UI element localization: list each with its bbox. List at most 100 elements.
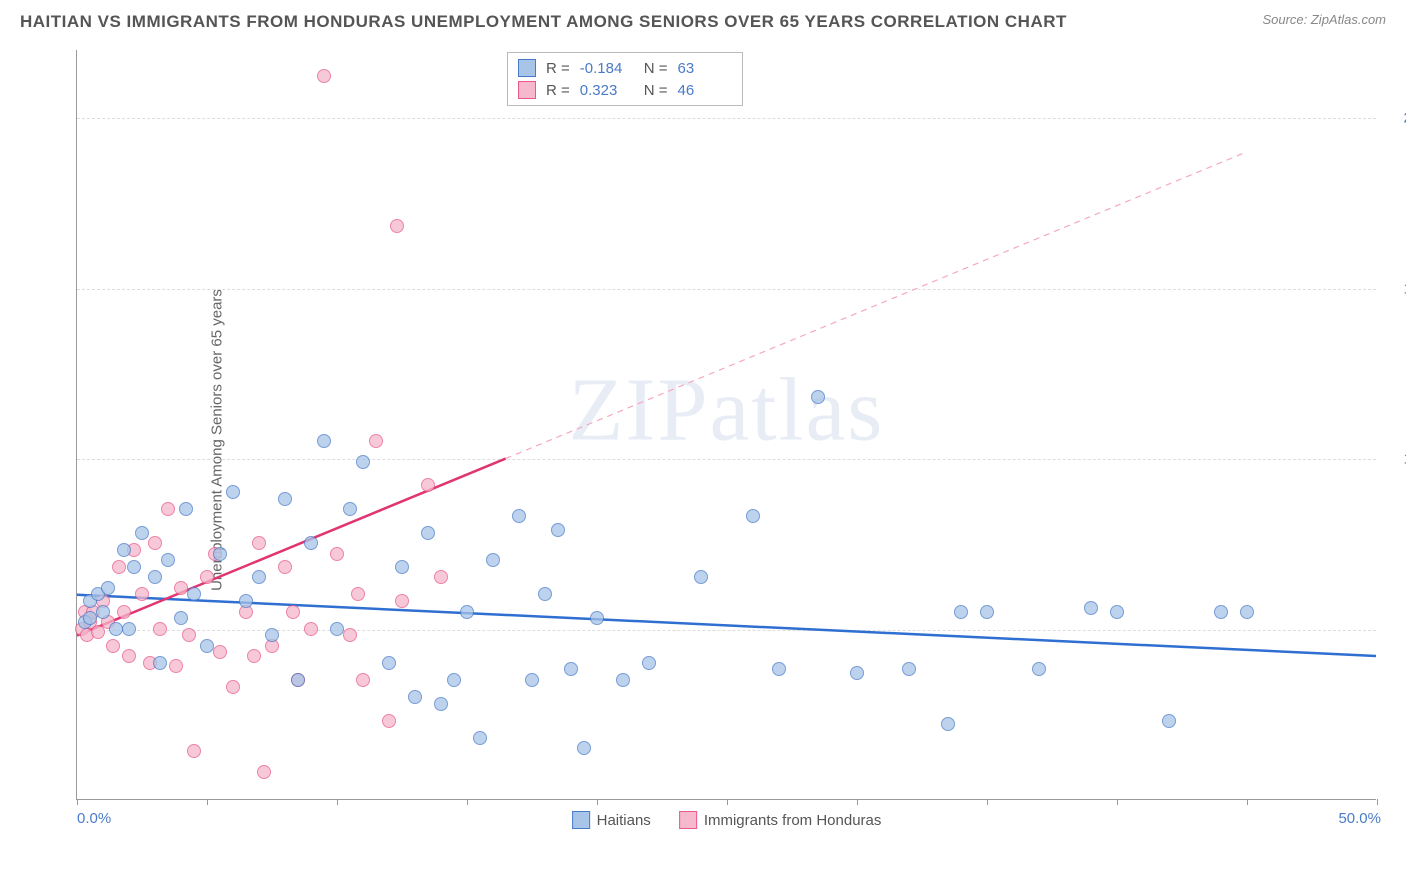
scatter-point-haitians <box>265 628 279 642</box>
x-tick <box>1377 799 1378 805</box>
scatter-point-haitians <box>148 570 162 584</box>
x-tick <box>1247 799 1248 805</box>
gridline <box>77 289 1376 290</box>
scatter-point-haitians <box>317 434 331 448</box>
scatter-point-haitians <box>252 570 266 584</box>
x-tick-50: 50.0% <box>1338 810 1381 827</box>
scatter-point-haitians <box>109 622 123 636</box>
scatter-point-haitians <box>1084 601 1098 615</box>
scatter-point-honduras <box>421 478 435 492</box>
scatter-point-honduras <box>174 581 188 595</box>
scatter-point-honduras <box>247 649 261 663</box>
scatter-point-haitians <box>343 502 357 516</box>
scatter-point-haitians <box>447 673 461 687</box>
scatter-point-haitians <box>564 662 578 676</box>
stats-box: R = -0.184 N = 63 R = 0.323 N = 46 <box>507 52 743 106</box>
legend-swatch-haitians <box>572 811 590 829</box>
scatter-point-honduras <box>351 587 365 601</box>
scatter-point-honduras <box>122 649 136 663</box>
scatter-point-haitians <box>850 666 864 680</box>
scatter-point-haitians <box>1032 662 1046 676</box>
scatter-point-haitians <box>200 639 214 653</box>
scatter-point-honduras <box>304 622 318 636</box>
scatter-point-honduras <box>213 645 227 659</box>
scatter-point-haitians <box>1240 605 1254 619</box>
scatter-point-honduras <box>369 434 383 448</box>
scatter-point-haitians <box>1162 714 1176 728</box>
legend-label-haitians: Haitians <box>597 812 651 829</box>
scatter-point-haitians <box>642 656 656 670</box>
scatter-point-honduras <box>382 714 396 728</box>
x-tick <box>727 799 728 805</box>
scatter-point-honduras <box>200 570 214 584</box>
scatter-point-haitians <box>434 697 448 711</box>
scatter-point-honduras <box>153 622 167 636</box>
scatter-point-haitians <box>161 553 175 567</box>
source-label: Source: ZipAtlas.com <box>1262 12 1386 27</box>
scatter-point-honduras <box>106 639 120 653</box>
scatter-point-haitians <box>356 455 370 469</box>
scatter-point-honduras <box>252 536 266 550</box>
scatter-point-haitians <box>902 662 916 676</box>
scatter-point-haitians <box>551 523 565 537</box>
scatter-point-haitians <box>746 509 760 523</box>
legend-item-haitians: Haitians <box>572 811 651 829</box>
x-tick <box>987 799 988 805</box>
scatter-point-haitians <box>772 662 786 676</box>
scatter-point-honduras <box>182 628 196 642</box>
scatter-point-haitians <box>1214 605 1228 619</box>
legend: Haitians Immigrants from Honduras <box>572 811 882 829</box>
scatter-point-haitians <box>460 605 474 619</box>
r-value-haitians: -0.184 <box>580 60 634 77</box>
plot-region: ZIPatlas R = -0.184 N = 63 R = 0.323 N =… <box>76 50 1376 800</box>
scatter-point-honduras <box>286 605 300 619</box>
scatter-point-haitians <box>117 543 131 557</box>
scatter-point-haitians <box>577 741 591 755</box>
scatter-point-haitians <box>694 570 708 584</box>
scatter-point-haitians <box>239 594 253 608</box>
n-value-honduras: 46 <box>678 82 732 99</box>
scatter-point-haitians <box>101 581 115 595</box>
scatter-point-haitians <box>135 526 149 540</box>
scatter-point-haitians <box>616 673 630 687</box>
scatter-point-haitians <box>473 731 487 745</box>
scatter-point-honduras <box>434 570 448 584</box>
scatter-point-haitians <box>525 673 539 687</box>
legend-item-honduras: Immigrants from Honduras <box>679 811 882 829</box>
scatter-point-honduras <box>187 744 201 758</box>
scatter-point-honduras <box>330 547 344 561</box>
scatter-point-haitians <box>421 526 435 540</box>
scatter-point-honduras <box>226 680 240 694</box>
x-tick <box>467 799 468 805</box>
n-value-haitians: 63 <box>678 60 732 77</box>
scatter-point-honduras <box>135 587 149 601</box>
stats-swatch-honduras <box>518 81 536 99</box>
watermark: ZIPatlas <box>569 358 885 461</box>
scatter-point-haitians <box>330 622 344 636</box>
scatter-point-honduras <box>112 560 126 574</box>
trend-lines <box>77 50 1376 799</box>
stats-row-honduras: R = 0.323 N = 46 <box>518 79 732 101</box>
scatter-point-haitians <box>291 673 305 687</box>
scatter-point-honduras <box>169 659 183 673</box>
scatter-point-haitians <box>278 492 292 506</box>
scatter-point-haitians <box>590 611 604 625</box>
chart-title: HAITIAN VS IMMIGRANTS FROM HONDURAS UNEM… <box>20 12 1067 32</box>
scatter-point-haitians <box>512 509 526 523</box>
legend-label-honduras: Immigrants from Honduras <box>704 812 882 829</box>
scatter-point-haitians <box>408 690 422 704</box>
scatter-point-honduras <box>161 502 175 516</box>
scatter-point-honduras <box>257 765 271 779</box>
scatter-point-haitians <box>1110 605 1124 619</box>
scatter-point-haitians <box>179 502 193 516</box>
scatter-point-haitians <box>213 547 227 561</box>
scatter-point-honduras <box>356 673 370 687</box>
scatter-point-haitians <box>382 656 396 670</box>
scatter-point-honduras <box>395 594 409 608</box>
scatter-point-honduras <box>117 605 131 619</box>
scatter-point-honduras <box>317 69 331 83</box>
scatter-point-honduras <box>278 560 292 574</box>
scatter-point-haitians <box>980 605 994 619</box>
x-tick <box>337 799 338 805</box>
x-tick <box>857 799 858 805</box>
